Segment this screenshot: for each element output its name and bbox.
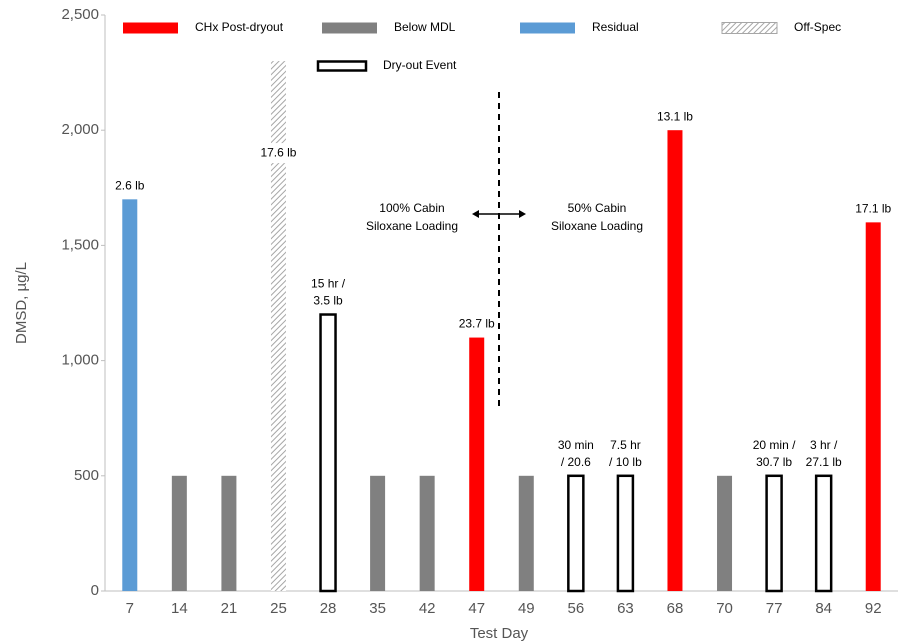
x-tick-label: 68	[667, 600, 684, 617]
bar-label: 30 min	[558, 438, 594, 452]
bar	[616, 474, 635, 593]
x-tick-label: 63	[617, 600, 634, 617]
x-axis-title: Test Day	[470, 625, 529, 642]
legend-label: Dry-out Event	[383, 58, 457, 72]
y-tick-label: 2,500	[61, 6, 99, 23]
bar	[865, 222, 881, 592]
bar-label: 30.7 lb	[756, 455, 792, 469]
annotation: Siloxane Loading	[551, 219, 643, 233]
bar	[567, 474, 585, 593]
x-tick-label: 92	[865, 600, 882, 617]
bar	[518, 475, 534, 591]
bar-label: / 10 lb	[609, 455, 642, 469]
bar	[221, 475, 237, 591]
bar-label: / 20.6	[561, 455, 591, 469]
legend-swatch	[721, 22, 778, 34]
bar	[419, 475, 435, 591]
bar-label: 17.1 lb	[855, 202, 891, 216]
x-tick-label: 70	[716, 600, 733, 617]
x-tick-label: 47	[468, 600, 485, 617]
x-tick-label: 84	[815, 600, 832, 617]
bar	[122, 199, 138, 591]
legend-swatch	[520, 22, 575, 34]
annotation: Siloxane Loading	[366, 219, 458, 233]
y-tick-label: 1,000	[61, 352, 99, 369]
bar	[171, 475, 187, 591]
y-tick-label: 1,500	[61, 236, 99, 253]
x-tick-label: 77	[766, 600, 783, 617]
bar-label: 15 hr /	[311, 277, 346, 291]
bar-label: 2.6 lb	[115, 178, 145, 192]
x-tick-label: 25	[270, 600, 287, 617]
bar-label: 3.5 lb	[313, 294, 343, 308]
legend-label: Below MDL	[394, 20, 456, 34]
legend-swatch	[316, 60, 368, 72]
legend-label: Residual	[592, 20, 639, 34]
bar	[814, 474, 833, 593]
legend-swatch	[322, 22, 377, 34]
y-tick-label: 500	[74, 467, 99, 484]
bar	[469, 337, 485, 591]
label-bg	[251, 143, 306, 164]
bar-label: 17.6 lb	[260, 145, 296, 159]
x-tick-label: 35	[369, 600, 386, 617]
x-tick-label: 21	[221, 600, 238, 617]
bar	[667, 130, 683, 591]
y-tick-label: 0	[91, 582, 99, 599]
bar-label: 27.1 lb	[806, 455, 842, 469]
legend-label: Off-Spec	[794, 20, 841, 34]
bar	[717, 475, 733, 591]
legend-swatch	[123, 22, 178, 34]
bar	[319, 313, 337, 593]
bar	[370, 475, 386, 591]
x-tick-label: 14	[171, 600, 188, 617]
annotation: 50% Cabin	[568, 201, 627, 215]
x-tick-label: 42	[419, 600, 436, 617]
bar-label: 3 hr /	[810, 438, 838, 452]
bar	[765, 474, 783, 593]
legend-label: CHx Post-dryout	[195, 20, 284, 34]
y-tick-label: 2,000	[61, 121, 99, 138]
bar	[270, 61, 286, 591]
x-tick-label: 7	[126, 600, 134, 617]
bar-label: 23.7 lb	[459, 317, 495, 331]
annotation: 100% Cabin	[379, 201, 444, 215]
x-tick-label: 49	[518, 600, 535, 617]
x-tick-label: 56	[568, 600, 585, 617]
bar-label: 7.5 hr	[610, 438, 641, 452]
bar-label: 20 min /	[753, 438, 796, 452]
y-axis-title: DMSD, µg/L	[13, 262, 30, 344]
bar-label: 13.1 lb	[657, 109, 693, 123]
x-tick-label: 28	[320, 600, 337, 617]
